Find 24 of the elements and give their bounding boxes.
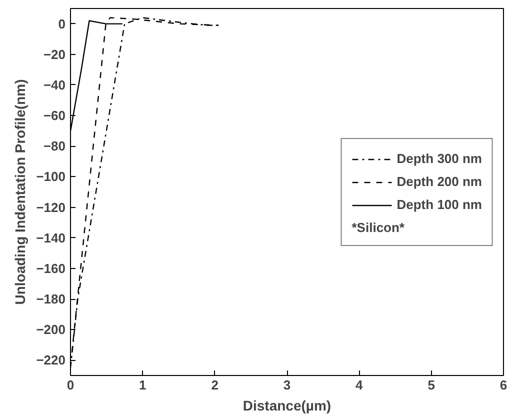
x-tick-label: 2 (211, 378, 218, 392)
legend-label: Depth 300 nm (396, 151, 482, 166)
y-tick-label: −180 (36, 292, 66, 307)
y-tick-label: −120 (36, 200, 66, 215)
y-tick-label: −40 (43, 77, 66, 92)
y-tick-label: −200 (36, 322, 66, 338)
x-tick-label: 4 (356, 378, 364, 392)
legend-title: *Silicon* (352, 220, 406, 234)
y-tick-label: −220 (36, 352, 66, 368)
y-tick-label: 0 (58, 16, 66, 32)
x-tick-label: 1 (139, 378, 146, 392)
y-tick-label: −80 (43, 138, 66, 154)
y-tick-label: −60 (43, 108, 66, 124)
x-tick-label: 3 (283, 378, 291, 392)
legend-label: Depth 100 nm (396, 197, 482, 212)
y-axis-title: Unloading Indentation Profile(nm) (12, 79, 28, 305)
x-tick-label: 5 (428, 378, 435, 392)
legend-label: Depth 200 nm (396, 174, 482, 189)
y-tick-label: −160 (36, 260, 66, 276)
y-tick-label: −20 (43, 46, 66, 62)
y-tick-label: −140 (36, 230, 66, 246)
x-axis-title: Distance(µm) (242, 398, 332, 414)
x-tick-label: 6 (500, 378, 508, 392)
y-tick-label: −100 (36, 169, 66, 184)
